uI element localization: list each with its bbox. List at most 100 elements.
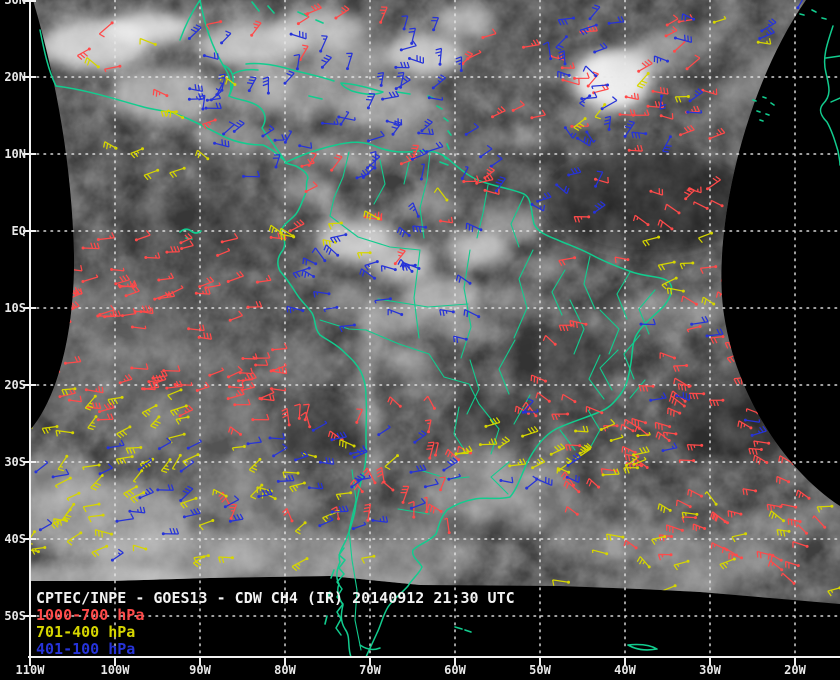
wind-barb-dot bbox=[233, 83, 237, 86]
wind-barb bbox=[795, 489, 810, 499]
country-state-border bbox=[638, 289, 656, 335]
wind-barb-dot bbox=[439, 509, 443, 513]
wind-barb-dot bbox=[691, 261, 695, 265]
wind-barb bbox=[555, 36, 567, 51]
wind-barb-dot bbox=[72, 502, 76, 506]
wind-barb-dot bbox=[567, 73, 571, 77]
wind-barb bbox=[234, 398, 251, 406]
wind-barb-dot bbox=[224, 494, 228, 498]
axes-layer bbox=[23, 0, 840, 666]
wind-barb bbox=[485, 417, 501, 428]
wind-barb-dot bbox=[260, 483, 264, 487]
wind-barb bbox=[456, 447, 469, 455]
wind-barb-dot bbox=[81, 246, 85, 250]
wind-barb-dot bbox=[705, 334, 709, 338]
wind-barb-dot bbox=[645, 466, 649, 469]
wind-barb-dot bbox=[197, 335, 201, 339]
wind-barb bbox=[408, 27, 417, 44]
wind-barb bbox=[407, 500, 415, 518]
wind-barb-dot bbox=[335, 305, 339, 309]
wind-barb bbox=[678, 459, 694, 464]
wind-barb-dot bbox=[570, 124, 574, 128]
wind-barb bbox=[364, 261, 378, 271]
wind-barb-cluster-red bbox=[76, 20, 223, 130]
wind-barb bbox=[261, 394, 275, 402]
wind-barb-dot bbox=[666, 59, 669, 63]
wind-barb bbox=[313, 290, 330, 298]
wind-barb bbox=[111, 267, 125, 272]
coastline bbox=[245, 62, 335, 82]
wind-barb-dot bbox=[787, 480, 791, 484]
wind-barb bbox=[665, 25, 678, 37]
wind-barb-dot bbox=[289, 32, 293, 36]
country-state-border bbox=[478, 403, 500, 455]
wind-barb bbox=[327, 430, 343, 441]
wind-barb bbox=[573, 118, 586, 132]
x-axis-label: 80W bbox=[274, 663, 296, 677]
wind-barb-dot bbox=[301, 309, 305, 313]
wind-barb bbox=[138, 457, 153, 470]
wind-barb bbox=[289, 482, 305, 493]
wind-barb-cluster-yellow bbox=[551, 466, 840, 597]
wind-barb bbox=[691, 315, 709, 325]
wind-barb-dot bbox=[206, 157, 210, 161]
wind-barb-dot bbox=[466, 57, 470, 61]
wind-barb bbox=[188, 439, 203, 449]
wind-barb-dot bbox=[459, 69, 463, 72]
coastline bbox=[359, 644, 381, 651]
wind-barb-dot bbox=[750, 433, 754, 437]
wind-barb bbox=[525, 408, 539, 413]
wind-barb bbox=[692, 523, 705, 532]
wind-barb bbox=[752, 454, 768, 465]
wind-barb bbox=[579, 95, 591, 108]
wind-barb-cluster-blue bbox=[499, 398, 678, 490]
wind-barb-dot bbox=[649, 189, 653, 193]
wind-barb-dot bbox=[561, 78, 565, 82]
wind-barb bbox=[250, 484, 263, 500]
wind-barb bbox=[163, 527, 180, 535]
wind-barb bbox=[323, 306, 337, 313]
wind-barb bbox=[686, 443, 702, 451]
island-mark bbox=[454, 626, 472, 633]
country-state-border bbox=[466, 359, 480, 415]
wind-barb-dot bbox=[36, 550, 40, 554]
wind-barb-dot bbox=[121, 314, 124, 318]
wind-barb bbox=[455, 56, 463, 71]
wind-barb bbox=[681, 511, 697, 519]
wind-barb bbox=[601, 96, 618, 110]
wind-barb bbox=[35, 460, 49, 473]
wind-barb-dot bbox=[580, 97, 584, 101]
wind-barb bbox=[273, 443, 288, 457]
wind-barb bbox=[401, 15, 409, 30]
wind-barb bbox=[709, 127, 726, 139]
wind-barb bbox=[231, 445, 245, 451]
wind-barb-dot bbox=[186, 446, 190, 450]
wind-barb bbox=[767, 560, 783, 571]
wind-barb bbox=[217, 247, 231, 256]
country-state-border bbox=[419, 152, 431, 239]
wind-barb bbox=[365, 92, 376, 109]
wind-barb-dot bbox=[796, 564, 800, 568]
wind-barb-dot bbox=[678, 411, 682, 415]
wind-barb bbox=[569, 319, 587, 329]
wind-barb bbox=[594, 42, 608, 53]
wind-barb bbox=[531, 203, 546, 212]
wind-barb bbox=[410, 464, 427, 473]
wind-barb-dot bbox=[373, 166, 377, 170]
wind-barb-dot bbox=[96, 238, 100, 241]
wind-barb-dot bbox=[563, 126, 567, 130]
wind-barb bbox=[160, 110, 177, 118]
wind-barb-dot bbox=[297, 416, 301, 420]
wind-barb-dot bbox=[242, 174, 245, 178]
wind-barb bbox=[491, 154, 503, 167]
wind-barb-dot bbox=[754, 489, 758, 493]
wind-barb bbox=[76, 48, 90, 60]
wind-barb bbox=[294, 403, 301, 419]
wind-barb-dot bbox=[644, 421, 647, 425]
wind-barb bbox=[509, 458, 527, 467]
wind-barb-dot bbox=[688, 505, 692, 509]
cloud-blob bbox=[115, 405, 315, 485]
wind-barb bbox=[86, 386, 104, 394]
wind-barb bbox=[242, 381, 256, 391]
